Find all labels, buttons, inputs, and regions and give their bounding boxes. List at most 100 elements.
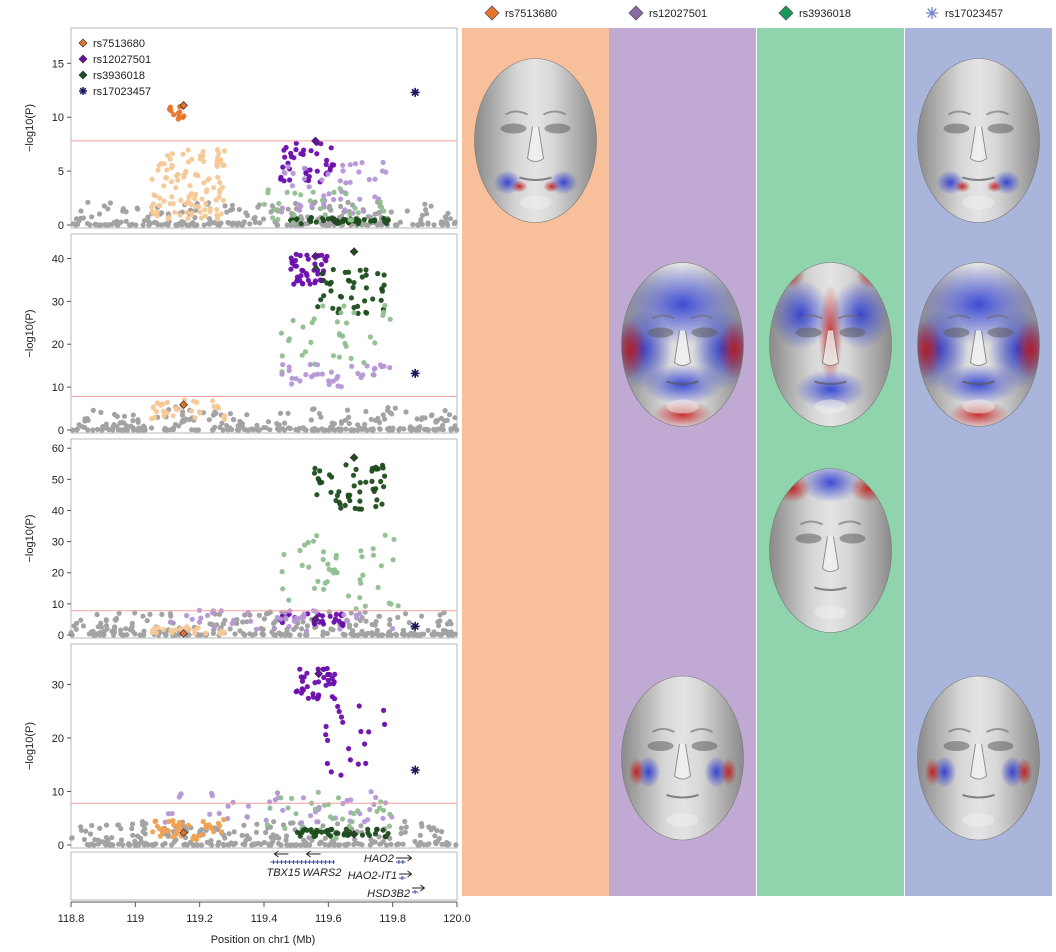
snp-point [149,208,155,214]
snp-point [340,168,346,174]
snp-point [312,280,318,286]
snp-point [293,615,299,621]
snp-point [353,216,359,222]
snp-point [299,678,306,684]
snp-point [317,206,323,212]
lead-snp-star [410,368,420,378]
snp-point [386,621,393,628]
left-brow [651,314,675,320]
snp-point [280,164,286,170]
snp-point [317,468,323,474]
face-heatmap [917,58,1040,223]
snp-point [203,630,209,637]
snp-point [348,295,354,301]
snp-point [199,827,205,833]
snp-point [289,375,295,381]
snp-point [294,278,300,284]
snp-point [120,842,126,848]
snp-point [193,171,199,178]
snp-point [274,790,281,796]
snp-point [95,222,101,228]
snp-point [132,840,138,847]
snp-point [78,617,84,623]
snp-point [251,216,257,222]
snp-point [362,632,368,638]
snp-point [304,252,310,258]
diamond-marker-icon [778,5,794,21]
snp-point [419,221,425,227]
snp-point [308,813,314,819]
snp-point [176,423,182,429]
snp-point [203,201,209,207]
snp-point [303,170,309,176]
snp-point [209,790,215,797]
snp-point [172,209,178,215]
snp-point [340,162,346,168]
snp-point [323,161,329,168]
y-tick-label: 20 [52,568,64,580]
snp-point [363,272,369,278]
snp-point [220,197,226,203]
snp-point [284,222,290,228]
snp-point [206,176,212,182]
snp-point [276,630,282,636]
snp-point [144,618,150,624]
snp-point [81,836,87,843]
snp-point [297,831,303,837]
snp-point [298,820,305,826]
snp-point [374,627,380,634]
snp-point [310,694,316,700]
snp-point [345,593,352,599]
snp-point [326,566,332,572]
snp-point [129,620,135,627]
snp-point [406,620,412,626]
snp-point [402,829,408,835]
snp-point [305,256,311,262]
face-outline [621,262,744,427]
snp-point [358,580,364,586]
snp-point [301,674,307,680]
snp-point [107,200,113,206]
snp-point [363,479,369,485]
snp-point [286,338,292,344]
snp-point [346,420,352,427]
snp-point [162,221,169,227]
snp-point [330,305,336,311]
snp-point [293,147,299,153]
strand-arrow-icon [399,870,413,878]
top-legend-item: rs7513680 [484,5,557,21]
snp-point [110,427,116,433]
lead-snp-diamond [179,400,188,410]
snp-point [312,680,318,686]
snp-point [394,842,400,848]
snp-point [425,627,431,633]
snp-point [315,476,321,482]
panel-frame [70,233,458,434]
snp-point [314,819,320,825]
snp-point [400,841,406,847]
snp-point [363,408,369,415]
snp-point [328,424,334,430]
diamond-marker-icon [484,5,500,21]
snp-point [297,547,303,554]
snp-point [141,628,147,634]
snp-point [339,816,346,822]
snp-point [323,427,329,433]
snp-point [269,629,275,635]
snp-point [132,631,138,637]
snp-point [136,842,142,848]
right-eye [544,123,571,134]
snp-point [379,632,386,638]
face-heatmap [474,58,597,223]
strand-arrow-icon [411,884,426,892]
snp-point [189,212,195,218]
snp-point [306,184,312,190]
gene-track-frame [70,851,458,901]
snp-point [368,416,374,422]
snp-point [402,611,409,617]
snp-point [207,811,213,817]
snp-point [388,841,394,848]
y-tick-label: 20 [52,733,64,745]
snp-point [330,353,337,359]
top-legend-label: rs3936018 [799,8,851,20]
